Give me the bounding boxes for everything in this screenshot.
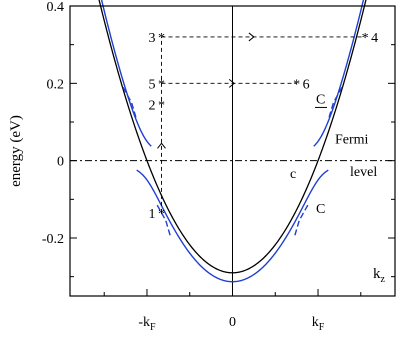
x-tick-label-main: -k [138,315,150,330]
upper-hybrid-label-group: C [315,92,328,108]
arrow-3-to-4 [248,32,255,42]
dashed-lower-left [156,204,172,239]
upper-hybrid-curve-left [100,0,152,147]
x-tick-label-main: k [312,315,319,330]
bare-band-label: c [290,167,296,182]
x-tick-label-sub: F [319,322,325,333]
x-tick-label: kF [312,315,325,333]
arrow-5-to-6 [228,78,236,88]
plot-frame [69,5,396,297]
marker-1-star: * [158,207,165,222]
lower-hybrid-label: C [316,202,325,217]
upper-hybrid-label: C [316,92,325,107]
y-axis-label: energy (eV) [8,115,24,187]
marker-6-label: 6 [303,77,310,92]
marker-3-star: * [158,31,165,46]
y-tick-label: 0 [57,155,64,170]
marker-3-label: 3 [149,31,156,46]
marker-1-label: 1 [149,207,156,222]
y-tick-label: 0.4 [47,0,65,15]
guide-lines [70,6,395,296]
x-axis-label-sub: z [381,274,386,285]
marker-4-label: 4 [371,31,378,46]
bare-band-curve [98,0,367,274]
x-tick-label-sub: F [150,322,156,333]
marker-2-star: * [158,99,165,114]
marker-5-label: 5 [149,77,156,92]
transition-markers: *1*2*3 * 4*5 * 6 [149,31,379,222]
dashed-lower-right [293,204,309,239]
arrow-1-to-2 [157,142,166,149]
x-tick-label-main: 0 [229,315,236,330]
x-tick-label: 0 [229,315,236,330]
x-axis-label-main: k [373,266,381,282]
lower-hybrid-curve [136,169,329,283]
fermi-label-line1: Fermi [335,132,369,147]
x-axis-label: kz [373,266,386,285]
upper-hybrid-curve-right [313,0,365,147]
marker-6-star: * [293,77,300,92]
dashed-upper-left [122,86,138,121]
band-curves [98,0,367,283]
marker-2-label: 2 [149,99,156,114]
x-tick-label: -kF [138,315,156,333]
marker-5-star: * [158,77,165,92]
marker-4-star: * [362,31,369,46]
y-tick-label: -0.2 [42,232,64,247]
dashed-upper-right [327,86,343,121]
fermi-label-line2: level [350,165,377,180]
axis-ticks: 0.40.20-0.2-kF 0 kF [42,0,395,333]
y-tick-label: 0.2 [47,77,65,92]
